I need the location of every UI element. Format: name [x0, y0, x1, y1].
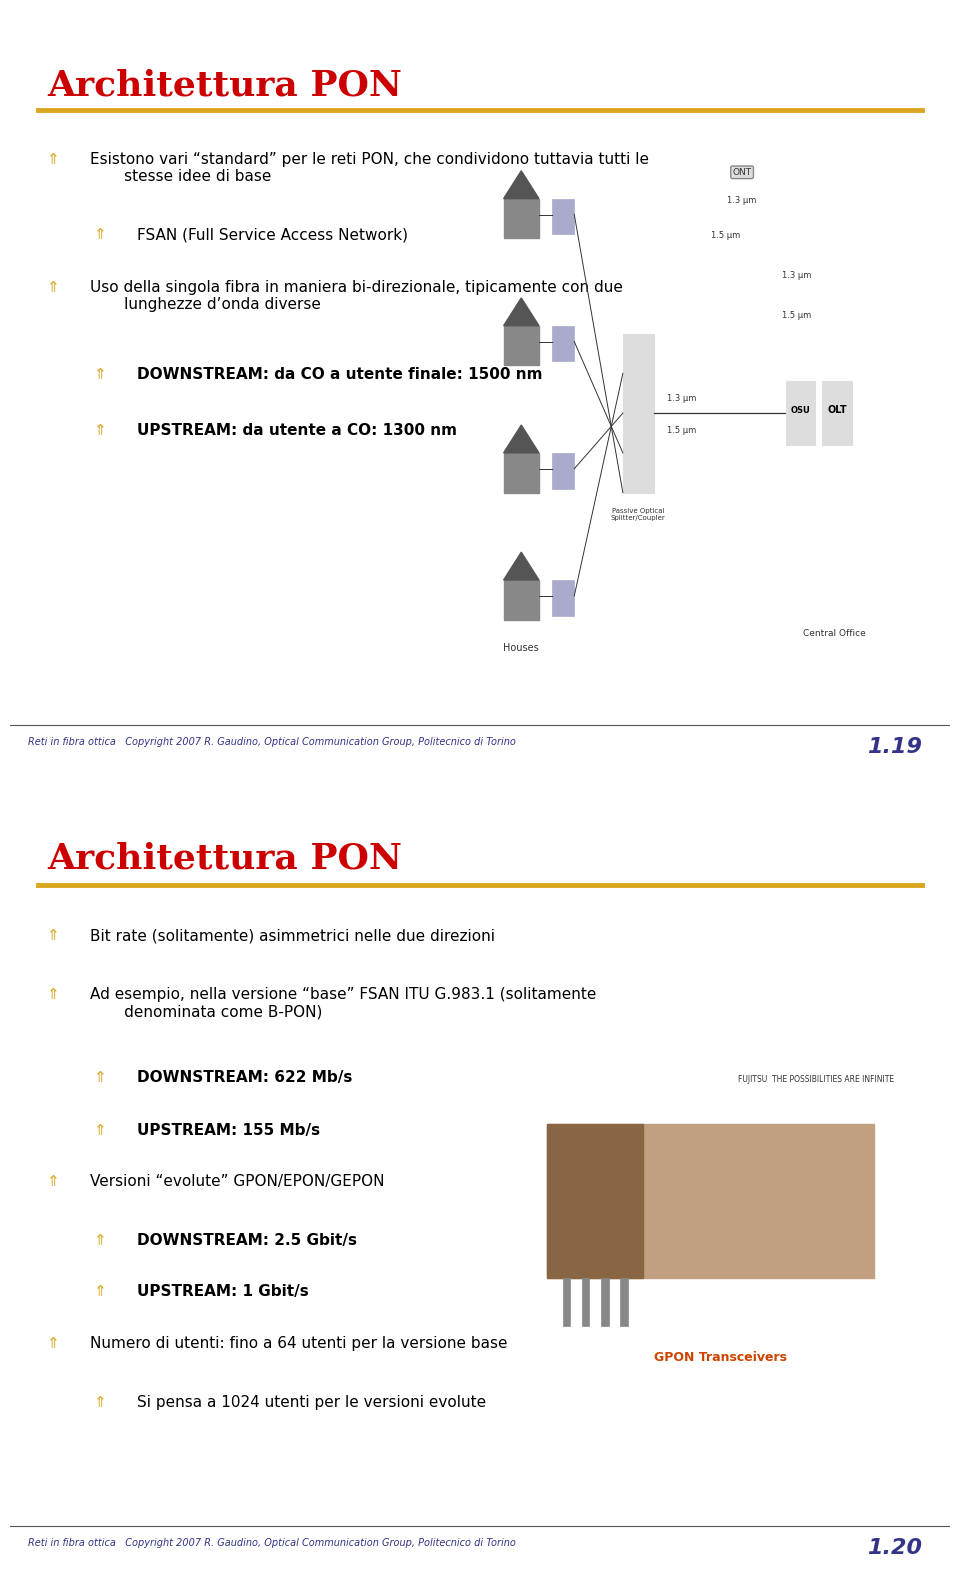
Bar: [504, 326, 539, 365]
Text: Architettura PON: Architettura PON: [47, 842, 402, 876]
Text: UPSTREAM: 155 Mb/s: UPSTREAM: 155 Mb/s: [136, 1123, 320, 1138]
Bar: [552, 453, 574, 489]
Bar: [504, 580, 539, 620]
Text: DOWNSTREAM: 622 Mb/s: DOWNSTREAM: 622 Mb/s: [136, 1069, 352, 1085]
Polygon shape: [504, 551, 539, 580]
Text: OLT: OLT: [828, 405, 847, 415]
Text: 1.5 μm: 1.5 μm: [711, 232, 740, 240]
Text: ⇑: ⇑: [94, 1233, 107, 1249]
Polygon shape: [504, 426, 539, 453]
Text: Bit rate (solitamente) asimmetrici nelle due direzioni: Bit rate (solitamente) asimmetrici nelle…: [89, 928, 494, 944]
Bar: [563, 1278, 570, 1327]
Text: ⇑: ⇑: [94, 227, 107, 242]
Bar: [504, 199, 539, 238]
Text: FUJITSU  THE POSSIBILITIES ARE INFINITE: FUJITSU THE POSSIBILITIES ARE INFINITE: [738, 1074, 894, 1084]
Text: 1.20: 1.20: [867, 1538, 923, 1557]
Polygon shape: [504, 299, 539, 326]
Text: 1.19: 1.19: [867, 737, 923, 756]
Text: Esistono vari “standard” per le reti PON, che condividono tuttavia tutti le
    : Esistono vari “standard” per le reti PON…: [89, 153, 649, 184]
Text: DOWNSTREAM: 2.5 Gbit/s: DOWNSTREAM: 2.5 Gbit/s: [136, 1233, 356, 1249]
Text: ⇑: ⇑: [47, 153, 60, 167]
Text: 1.5 μm: 1.5 μm: [667, 426, 696, 435]
Text: Passive Optical
Splitter/Coupler: Passive Optical Splitter/Coupler: [611, 508, 665, 521]
Text: UPSTREAM: 1 Gbit/s: UPSTREAM: 1 Gbit/s: [136, 1284, 308, 1300]
Bar: [547, 1123, 874, 1278]
Text: 1.5 μm: 1.5 μm: [781, 311, 811, 319]
Text: Numero di utenti: fino a 64 utenti per la versione base: Numero di utenti: fino a 64 utenti per l…: [89, 1336, 507, 1351]
Text: GPON Transceivers: GPON Transceivers: [654, 1352, 786, 1365]
Bar: [822, 381, 852, 445]
Text: ⇑: ⇑: [94, 367, 107, 381]
Text: Reti in fibra ottica   Copyright 2007 R. Gaudino, Optical Communication Group, P: Reti in fibra ottica Copyright 2007 R. G…: [29, 737, 516, 747]
Text: ONT: ONT: [732, 168, 752, 176]
Text: Ad esempio, nella versione “base” FSAN ITU G.983.1 (solitamente
       denominat: Ad esempio, nella versione “base” FSAN I…: [89, 987, 596, 1020]
Bar: [623, 334, 654, 493]
Text: ⇑: ⇑: [94, 1123, 107, 1138]
Text: Versioni “evolute” GPON/EPON/GEPON: Versioni “evolute” GPON/EPON/GEPON: [89, 1174, 384, 1189]
Text: Reti in fibra ottica   Copyright 2007 R. Gaudino, Optical Communication Group, P: Reti in fibra ottica Copyright 2007 R. G…: [29, 1538, 516, 1548]
Bar: [620, 1278, 628, 1327]
Text: Houses: Houses: [503, 644, 540, 653]
Bar: [601, 1278, 609, 1327]
Text: ⇑: ⇑: [94, 1395, 107, 1409]
Text: Architettura PON: Architettura PON: [47, 68, 402, 103]
Text: 1.3 μm: 1.3 μm: [667, 394, 696, 404]
Text: ⇑: ⇑: [47, 928, 60, 944]
Text: 1.3 μm: 1.3 μm: [781, 272, 811, 280]
Text: ⇑: ⇑: [94, 1069, 107, 1085]
Bar: [582, 1278, 589, 1327]
Text: ⇑: ⇑: [47, 1174, 60, 1189]
Bar: [786, 381, 815, 445]
Text: ⇑: ⇑: [94, 1284, 107, 1300]
Text: ⇑: ⇑: [94, 424, 107, 439]
Text: ⇑: ⇑: [47, 987, 60, 1003]
Bar: [504, 453, 539, 493]
Text: FSAN (Full Service Access Network): FSAN (Full Service Access Network): [136, 227, 408, 242]
Text: ⇑: ⇑: [47, 1336, 60, 1351]
Bar: [552, 199, 574, 235]
Text: Si pensa a 1024 utenti per le versioni evolute: Si pensa a 1024 utenti per le versioni e…: [136, 1395, 486, 1409]
Bar: [552, 326, 574, 362]
Polygon shape: [504, 172, 539, 199]
Text: DOWNSTREAM: da CO a utente finale: 1500 nm: DOWNSTREAM: da CO a utente finale: 1500 …: [136, 367, 542, 381]
Text: UPSTREAM: da utente a CO: 1300 nm: UPSTREAM: da utente a CO: 1300 nm: [136, 424, 457, 439]
Text: ⇑: ⇑: [47, 280, 60, 296]
Text: Central Office: Central Office: [804, 629, 866, 637]
Bar: [552, 580, 574, 615]
Text: Uso della singola fibra in maniera bi-direzionale, tipicamente con due
       lu: Uso della singola fibra in maniera bi-di…: [89, 280, 622, 313]
Text: OSU: OSU: [790, 407, 810, 415]
Text: 1.3 μm: 1.3 μm: [728, 195, 756, 205]
Bar: [547, 1123, 643, 1278]
